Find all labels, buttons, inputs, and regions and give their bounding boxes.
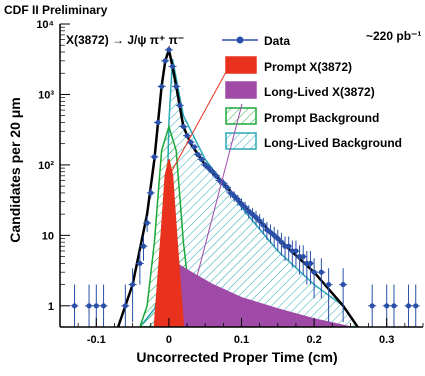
legend-swatch — [225, 81, 257, 99]
y-tick-label: 1 — [48, 301, 54, 313]
data-point — [340, 281, 346, 288]
luminosity-label: ~220 pb⁻¹ — [366, 29, 421, 43]
data-point — [159, 83, 165, 90]
data-point — [191, 144, 197, 150]
long-lived-x-pointer-arrow — [190, 279, 198, 288]
data-point — [384, 303, 390, 309]
data-point — [257, 218, 263, 224]
data-point — [300, 253, 306, 260]
prompt-x-area — [153, 159, 185, 327]
data-point — [286, 243, 292, 249]
data-point — [242, 204, 248, 210]
data-point — [166, 47, 172, 53]
data-point — [271, 232, 277, 238]
legend-label: Data — [264, 34, 290, 48]
data-point — [235, 197, 241, 203]
data-point — [173, 83, 179, 90]
data-point — [209, 169, 216, 175]
legend-label: Long-Lived X(3872) — [264, 85, 375, 99]
y-tick-label: 10 — [42, 230, 54, 242]
data-point — [206, 165, 212, 171]
y-tick-label: 10³ — [38, 89, 54, 101]
x-tick-label: 0.3 — [379, 334, 394, 346]
data-point — [169, 63, 176, 70]
data-point — [213, 173, 219, 179]
data-point — [391, 303, 397, 309]
data-point — [326, 281, 332, 288]
legend: Data Prompt X(3872) Long-Lived X(3872) Prom… — [167, 34, 402, 289]
data-point — [155, 119, 161, 126]
data-point — [137, 260, 143, 266]
data-point — [202, 162, 208, 168]
legend-label: Prompt X(3872) — [264, 60, 352, 74]
data-point — [162, 58, 168, 64]
plot-area — [70, 45, 420, 327]
prompt-x-pointer — [167, 71, 227, 179]
data-point — [217, 177, 223, 184]
data-point — [184, 133, 190, 139]
legend-label: Long-Lived Background — [264, 136, 402, 150]
x-tick-label: 0.1 — [234, 334, 249, 346]
data-point — [405, 303, 412, 309]
data-point — [231, 193, 237, 199]
legend-swatch — [225, 56, 257, 74]
data-point — [275, 235, 281, 242]
data-point — [253, 214, 259, 220]
axes: -0.1 0 0.1 0.2 0.3 1 10 10² 10³ 10⁴ — [36, 19, 424, 346]
data-point — [246, 208, 252, 214]
data-point — [93, 303, 99, 309]
legend-marker-data — [236, 36, 244, 44]
data-point — [148, 190, 154, 196]
data-point — [307, 260, 314, 266]
long-lived-x-pointer — [193, 103, 243, 289]
data-point — [413, 303, 419, 309]
x-axis-label: Uncorrected Proper Time (cm) — [136, 349, 337, 365]
data-point — [238, 201, 245, 207]
data-point — [228, 190, 234, 196]
data-point — [267, 229, 274, 236]
data-point — [188, 139, 194, 145]
data-point — [100, 303, 107, 309]
data-point — [140, 243, 147, 249]
top-label: CDF II Preliminary — [4, 3, 108, 17]
y-axis-label: Candidates per 20 μm — [7, 97, 23, 243]
data-point — [122, 303, 128, 309]
y-tick-label: 10⁴ — [36, 19, 54, 31]
data-point — [293, 248, 299, 254]
long-lived-x-area — [168, 262, 351, 327]
data-point — [369, 303, 375, 309]
data-point — [311, 269, 317, 275]
data-point — [151, 154, 157, 160]
legend-label: Prompt Background — [264, 111, 379, 125]
data-point — [264, 227, 270, 233]
y-tick-label: 10² — [38, 160, 54, 172]
data-point — [144, 220, 150, 226]
data-point — [318, 269, 324, 275]
data-point — [278, 239, 285, 245]
legend-swatch — [225, 107, 257, 125]
data-point — [180, 123, 187, 130]
data-point — [195, 152, 201, 158]
data-point — [177, 102, 183, 108]
data-point — [71, 303, 78, 309]
data-point — [198, 156, 205, 162]
data-point — [260, 222, 266, 228]
process-label: X(3872) → J/ψ π⁺ π⁻ — [66, 33, 184, 47]
data-point — [130, 281, 136, 288]
data-point — [224, 184, 230, 190]
x-tick-label: 0.2 — [306, 334, 321, 346]
x-tick-label: -0.1 — [87, 334, 106, 346]
data-point — [86, 303, 92, 309]
x-tick-label: 0 — [166, 334, 172, 346]
data-point — [249, 211, 255, 217]
